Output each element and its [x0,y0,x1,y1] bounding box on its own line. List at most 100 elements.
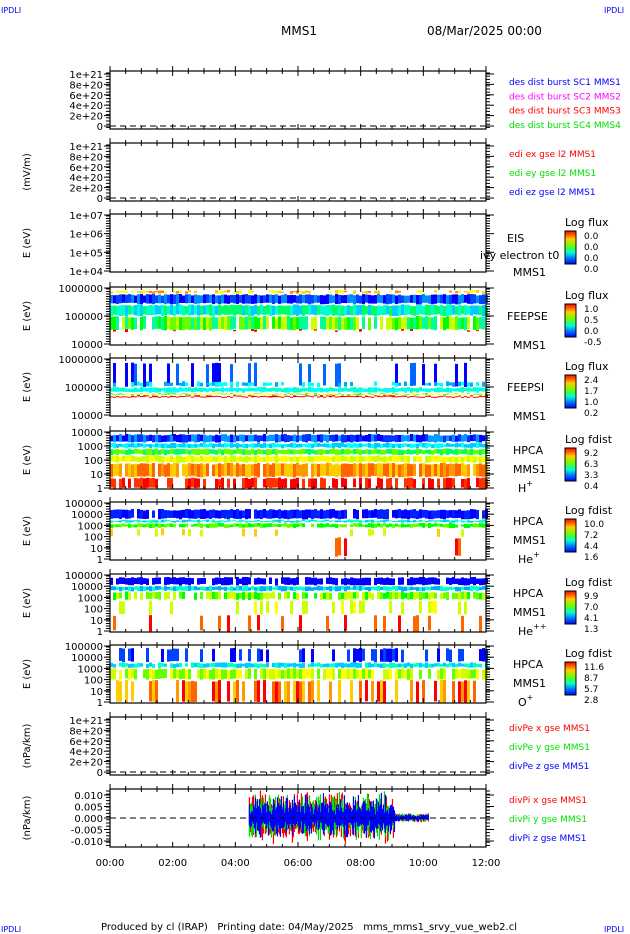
spectrogram-cell [203,317,206,330]
spectrogram-cell [137,509,140,519]
spectrogram-cell [341,434,344,443]
spectrogram-cell [137,291,140,293]
spectrogram-cell [353,393,356,395]
spectrogram-cell [368,387,371,393]
spectrogram-cell [266,455,269,463]
spectrogram-cell [209,395,212,398]
spectrogram-cell [476,434,479,443]
spectrogram-cell [143,434,146,443]
spectrogram-cell [113,520,116,522]
spectrogram-cell [353,387,356,393]
spectrogram-cell [197,662,200,668]
spectrogram-cell [446,381,449,386]
spectrogram-cell [371,394,374,396]
spectrogram-cell [203,478,206,489]
spectrogram-cell [122,601,125,614]
spectrogram-cell [254,587,257,591]
spectrogram-cell [452,449,455,455]
spectrogram-cell [344,305,347,316]
spectrogram-cell [182,381,185,387]
spectrogram-cell [467,396,470,398]
spectrogram-cell [206,586,209,591]
spectrogram-cell [437,449,440,454]
y-tick-label: 100000 [65,571,103,582]
spectrogram-cell [437,523,440,527]
spectrogram-cell [314,478,317,489]
spectrogram-cell [248,649,251,662]
spectrogram-cell [236,294,239,305]
spectrogram-cell [134,396,137,398]
spectrogram-cell [473,294,476,304]
spectrogram-cell [368,523,371,528]
spectrogram-cell [311,463,314,478]
spectrogram-cell [374,393,377,395]
spectrogram-cell [335,455,338,462]
spectrogram-cell [143,387,146,392]
spectrogram-cell [287,520,290,522]
spectrogram-cell [320,295,323,305]
y-tick-label: 1e+04 [69,267,103,278]
spectrogram-cell [233,305,236,316]
spectrogram-cell [377,305,380,316]
spectrogram-cell [212,681,215,702]
spectrogram-cell [158,393,161,395]
spectrogram-cell [272,591,275,599]
spectrogram-cell [395,523,398,527]
spectrogram-cell [356,463,359,477]
spectrogram-cell [425,523,428,527]
colorbar-title: Log flux [565,216,609,229]
spectrogram-cell [350,434,353,443]
spectrogram-cell [353,585,356,590]
spectrogram-cell [110,387,113,392]
spectrogram-cell [362,394,365,396]
spectrogram-cell [476,290,479,293]
spectrogram-cell [203,294,206,304]
spectrogram-cell [395,388,398,392]
y-tick-label: 10 [90,687,103,698]
spectrogram-cell [206,663,209,668]
spectrogram-cell [446,396,449,398]
spectrogram-cell [245,520,248,523]
spectrogram-cell [146,477,149,488]
spectrogram-cell [230,462,233,477]
spectrogram-cell [389,393,392,395]
spectrogram-cell [191,392,194,395]
spectrogram-cell [461,317,464,329]
spectrogram-cell [119,478,122,489]
spectrogram-cell [464,448,467,455]
spectrogram-cell [401,455,404,462]
spectrogram-cell [461,577,464,586]
spectrogram-cell [152,455,155,462]
spectrogram-cell [224,509,227,519]
spectrogram-cell [314,392,317,395]
spectrogram-cell [230,591,233,599]
spectrogram-cell [446,448,449,455]
spectrogram-cell [347,305,350,316]
spectrogram-cell [170,464,173,477]
spectrogram-cell [464,478,467,489]
spectrogram-cell [176,663,179,668]
spectrogram-cell [362,435,365,442]
spectrogram-cell [284,433,287,443]
spectrogram-cell [215,510,218,519]
spectrogram-cell [299,290,302,294]
spectrogram-cell [158,455,161,463]
spectrogram-cell [434,449,437,454]
spectrogram-cell [299,520,302,522]
spectrogram-cell [119,305,122,316]
spectrogram-cell [389,600,392,614]
spectrogram-cell [149,600,152,615]
spectrogram-cell [407,394,410,396]
spectrogram-cell [140,520,143,522]
y-tick-label: 4e+20 [69,173,103,184]
spectrogram-cell [137,662,140,668]
spectrogram-cell [170,392,173,394]
spectrogram-cell [464,387,467,392]
spectrogram-cell [161,295,164,304]
spectrogram-cell [257,586,260,592]
spectrogram-cell [191,448,194,455]
spectrogram-cell [449,510,452,518]
spectrogram-cell [449,448,452,454]
spectrogram-cell [443,395,446,397]
instrument-label: FEEPSE [507,310,548,323]
